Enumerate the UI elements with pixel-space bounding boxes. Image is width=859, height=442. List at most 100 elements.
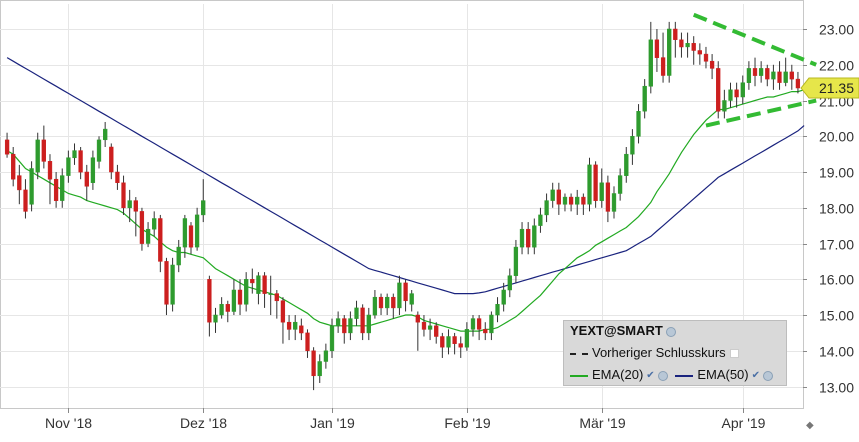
candle-body bbox=[139, 211, 145, 244]
candle-body bbox=[4, 139, 10, 155]
candle-body bbox=[789, 71, 794, 80]
candle-body bbox=[188, 225, 194, 248]
candle-body bbox=[268, 293, 273, 295]
candle-body bbox=[660, 57, 666, 76]
x-tick-label: Dez '18 bbox=[180, 415, 227, 431]
check-icon[interactable]: ✔ bbox=[646, 370, 655, 382]
candle-body bbox=[421, 321, 427, 330]
candle-body bbox=[72, 150, 77, 159]
candle-body bbox=[262, 275, 267, 294]
x-tick-label: Mär '19 bbox=[579, 415, 625, 431]
y-tick-label: 20.00 bbox=[819, 129, 854, 145]
candle-body bbox=[415, 314, 420, 323]
candle-body bbox=[624, 153, 629, 176]
candle-body bbox=[783, 71, 788, 83]
candle-body bbox=[35, 139, 40, 173]
y-tick-label: 13.00 bbox=[819, 380, 854, 396]
candle-body bbox=[728, 89, 733, 101]
dashed-line-swatch bbox=[570, 352, 588, 355]
y-tick-label: 19.00 bbox=[819, 165, 854, 181]
candle-body bbox=[256, 275, 261, 294]
candle-body bbox=[317, 361, 322, 377]
candle-body bbox=[250, 279, 255, 284]
candle-body bbox=[231, 289, 237, 312]
candle-body bbox=[293, 321, 298, 330]
candle-body bbox=[556, 189, 561, 205]
candle-body bbox=[66, 157, 71, 176]
candle-body bbox=[17, 175, 22, 191]
y-tick-label: 17.00 bbox=[819, 237, 854, 253]
settings-dot-icon[interactable] bbox=[657, 370, 668, 381]
candle-body bbox=[360, 307, 365, 334]
candle-body bbox=[550, 189, 555, 201]
y-tick-label: 18.00 bbox=[819, 201, 854, 217]
candle-body bbox=[244, 279, 249, 305]
candle-body bbox=[642, 85, 647, 112]
y-tick-label: 23.00 bbox=[819, 22, 854, 38]
legend-title: YEXT@SMART bbox=[570, 323, 663, 338]
candle-body bbox=[752, 68, 758, 76]
candle-body bbox=[11, 153, 16, 180]
candle-body bbox=[41, 139, 46, 162]
candle-body bbox=[489, 314, 494, 334]
candle-body bbox=[709, 60, 715, 69]
candle-body bbox=[207, 279, 212, 323]
candle-body bbox=[777, 71, 782, 83]
candle-body bbox=[354, 307, 359, 319]
candle-body bbox=[342, 318, 347, 334]
candle-body bbox=[176, 246, 181, 266]
candle-body bbox=[605, 182, 611, 212]
candle-body bbox=[170, 264, 175, 305]
toggle-square-icon[interactable] bbox=[729, 349, 739, 359]
triangle-lower-line bbox=[705, 98, 817, 128]
candle-body bbox=[654, 39, 660, 58]
candle-body bbox=[526, 228, 531, 248]
candle-body bbox=[734, 89, 739, 98]
candle-body bbox=[280, 300, 286, 323]
check-icon[interactable]: ✔ bbox=[751, 370, 760, 382]
candle-body bbox=[532, 225, 537, 248]
candle-body bbox=[213, 314, 218, 323]
candle-body bbox=[133, 200, 138, 212]
candle-body bbox=[581, 196, 586, 205]
candle-body bbox=[703, 53, 709, 62]
axis-end-marker: ◆ bbox=[806, 420, 814, 431]
candle-body bbox=[109, 146, 114, 173]
candle-body bbox=[409, 293, 414, 305]
candle-body bbox=[722, 100, 727, 112]
candle-body bbox=[673, 28, 678, 40]
y-axis: 13.00 14.00 15.00 16.00 17.00 18.00 19.00 20.00… bbox=[803, 22, 854, 396]
candle-body bbox=[397, 282, 402, 309]
candle-body bbox=[593, 164, 598, 201]
candles bbox=[4, 21, 801, 391]
candle-body bbox=[617, 175, 623, 194]
candle-body bbox=[152, 218, 157, 230]
candle-body bbox=[636, 111, 641, 137]
settings-dot-icon[interactable] bbox=[665, 326, 676, 337]
candle-body bbox=[286, 321, 292, 330]
candle-body bbox=[464, 329, 470, 348]
candle-body bbox=[391, 296, 396, 309]
candle-body bbox=[519, 228, 525, 248]
candle-body bbox=[476, 318, 482, 330]
candle-body bbox=[78, 150, 83, 173]
candle-body bbox=[237, 289, 243, 305]
triangle-pattern bbox=[692, 12, 817, 128]
candle-body bbox=[501, 289, 506, 305]
candle-body bbox=[495, 304, 500, 316]
candle-body bbox=[23, 189, 28, 212]
candle-body bbox=[440, 336, 445, 348]
candle-body bbox=[201, 200, 206, 216]
candle-body bbox=[121, 182, 126, 209]
candle-body bbox=[458, 343, 463, 348]
candle-body bbox=[446, 336, 451, 348]
candle-body bbox=[648, 39, 653, 87]
candle-body bbox=[568, 196, 574, 205]
candle-body bbox=[194, 214, 200, 248]
candle-body bbox=[29, 168, 34, 205]
settings-dot-icon[interactable] bbox=[763, 370, 773, 381]
candle-body bbox=[329, 325, 335, 352]
triangle-upper-line bbox=[692, 12, 817, 67]
candle-body bbox=[348, 318, 353, 334]
